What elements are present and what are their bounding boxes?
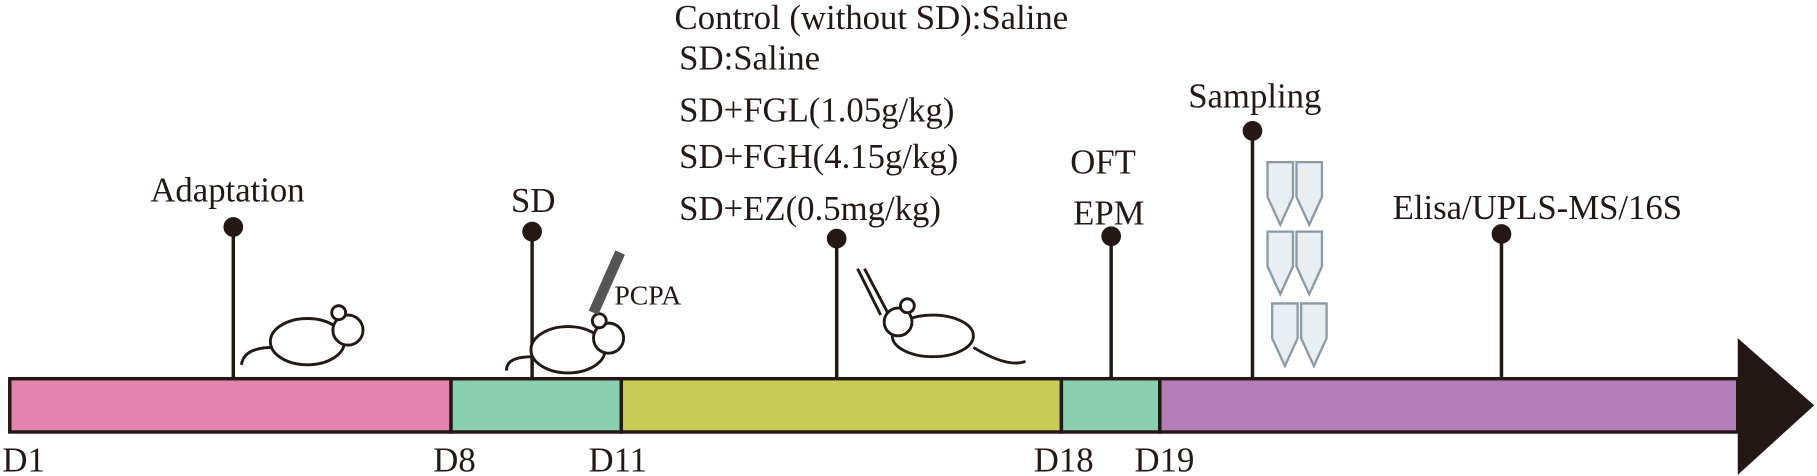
treatment-label: Control (without SD):Saline xyxy=(675,0,1069,37)
pins xyxy=(223,121,1512,379)
treatment-label: SD+EZ(0.5mg/kg) xyxy=(679,189,941,228)
event-label: Adaptation xyxy=(150,171,304,210)
tube-icons xyxy=(1266,160,1328,369)
timeline-bar xyxy=(8,376,1740,434)
syringe-icon xyxy=(588,250,625,315)
event-label: SD xyxy=(511,181,555,220)
day-label: D18 xyxy=(1034,440,1094,476)
day-label: D11 xyxy=(589,440,648,476)
arrow-head xyxy=(1737,338,1815,475)
treatment-label: SD+FGL(1.05g/kg) xyxy=(679,91,954,130)
drug-label: PCPA xyxy=(614,281,681,312)
event-label: Sampling xyxy=(1188,77,1321,116)
mouse-icons xyxy=(239,268,1027,375)
event-label: EPM xyxy=(1073,194,1144,233)
day-label: D8 xyxy=(433,440,475,476)
event-label: Elisa/UPLS-MS/16S xyxy=(1393,188,1683,227)
event-label: OFT xyxy=(1070,143,1136,182)
treatment-label: SD:Saline xyxy=(679,38,820,77)
treatment-label: SD+FGH(4.15g/kg) xyxy=(679,137,958,176)
day-label: D1 xyxy=(2,440,44,476)
day-label: D19 xyxy=(1135,440,1195,476)
